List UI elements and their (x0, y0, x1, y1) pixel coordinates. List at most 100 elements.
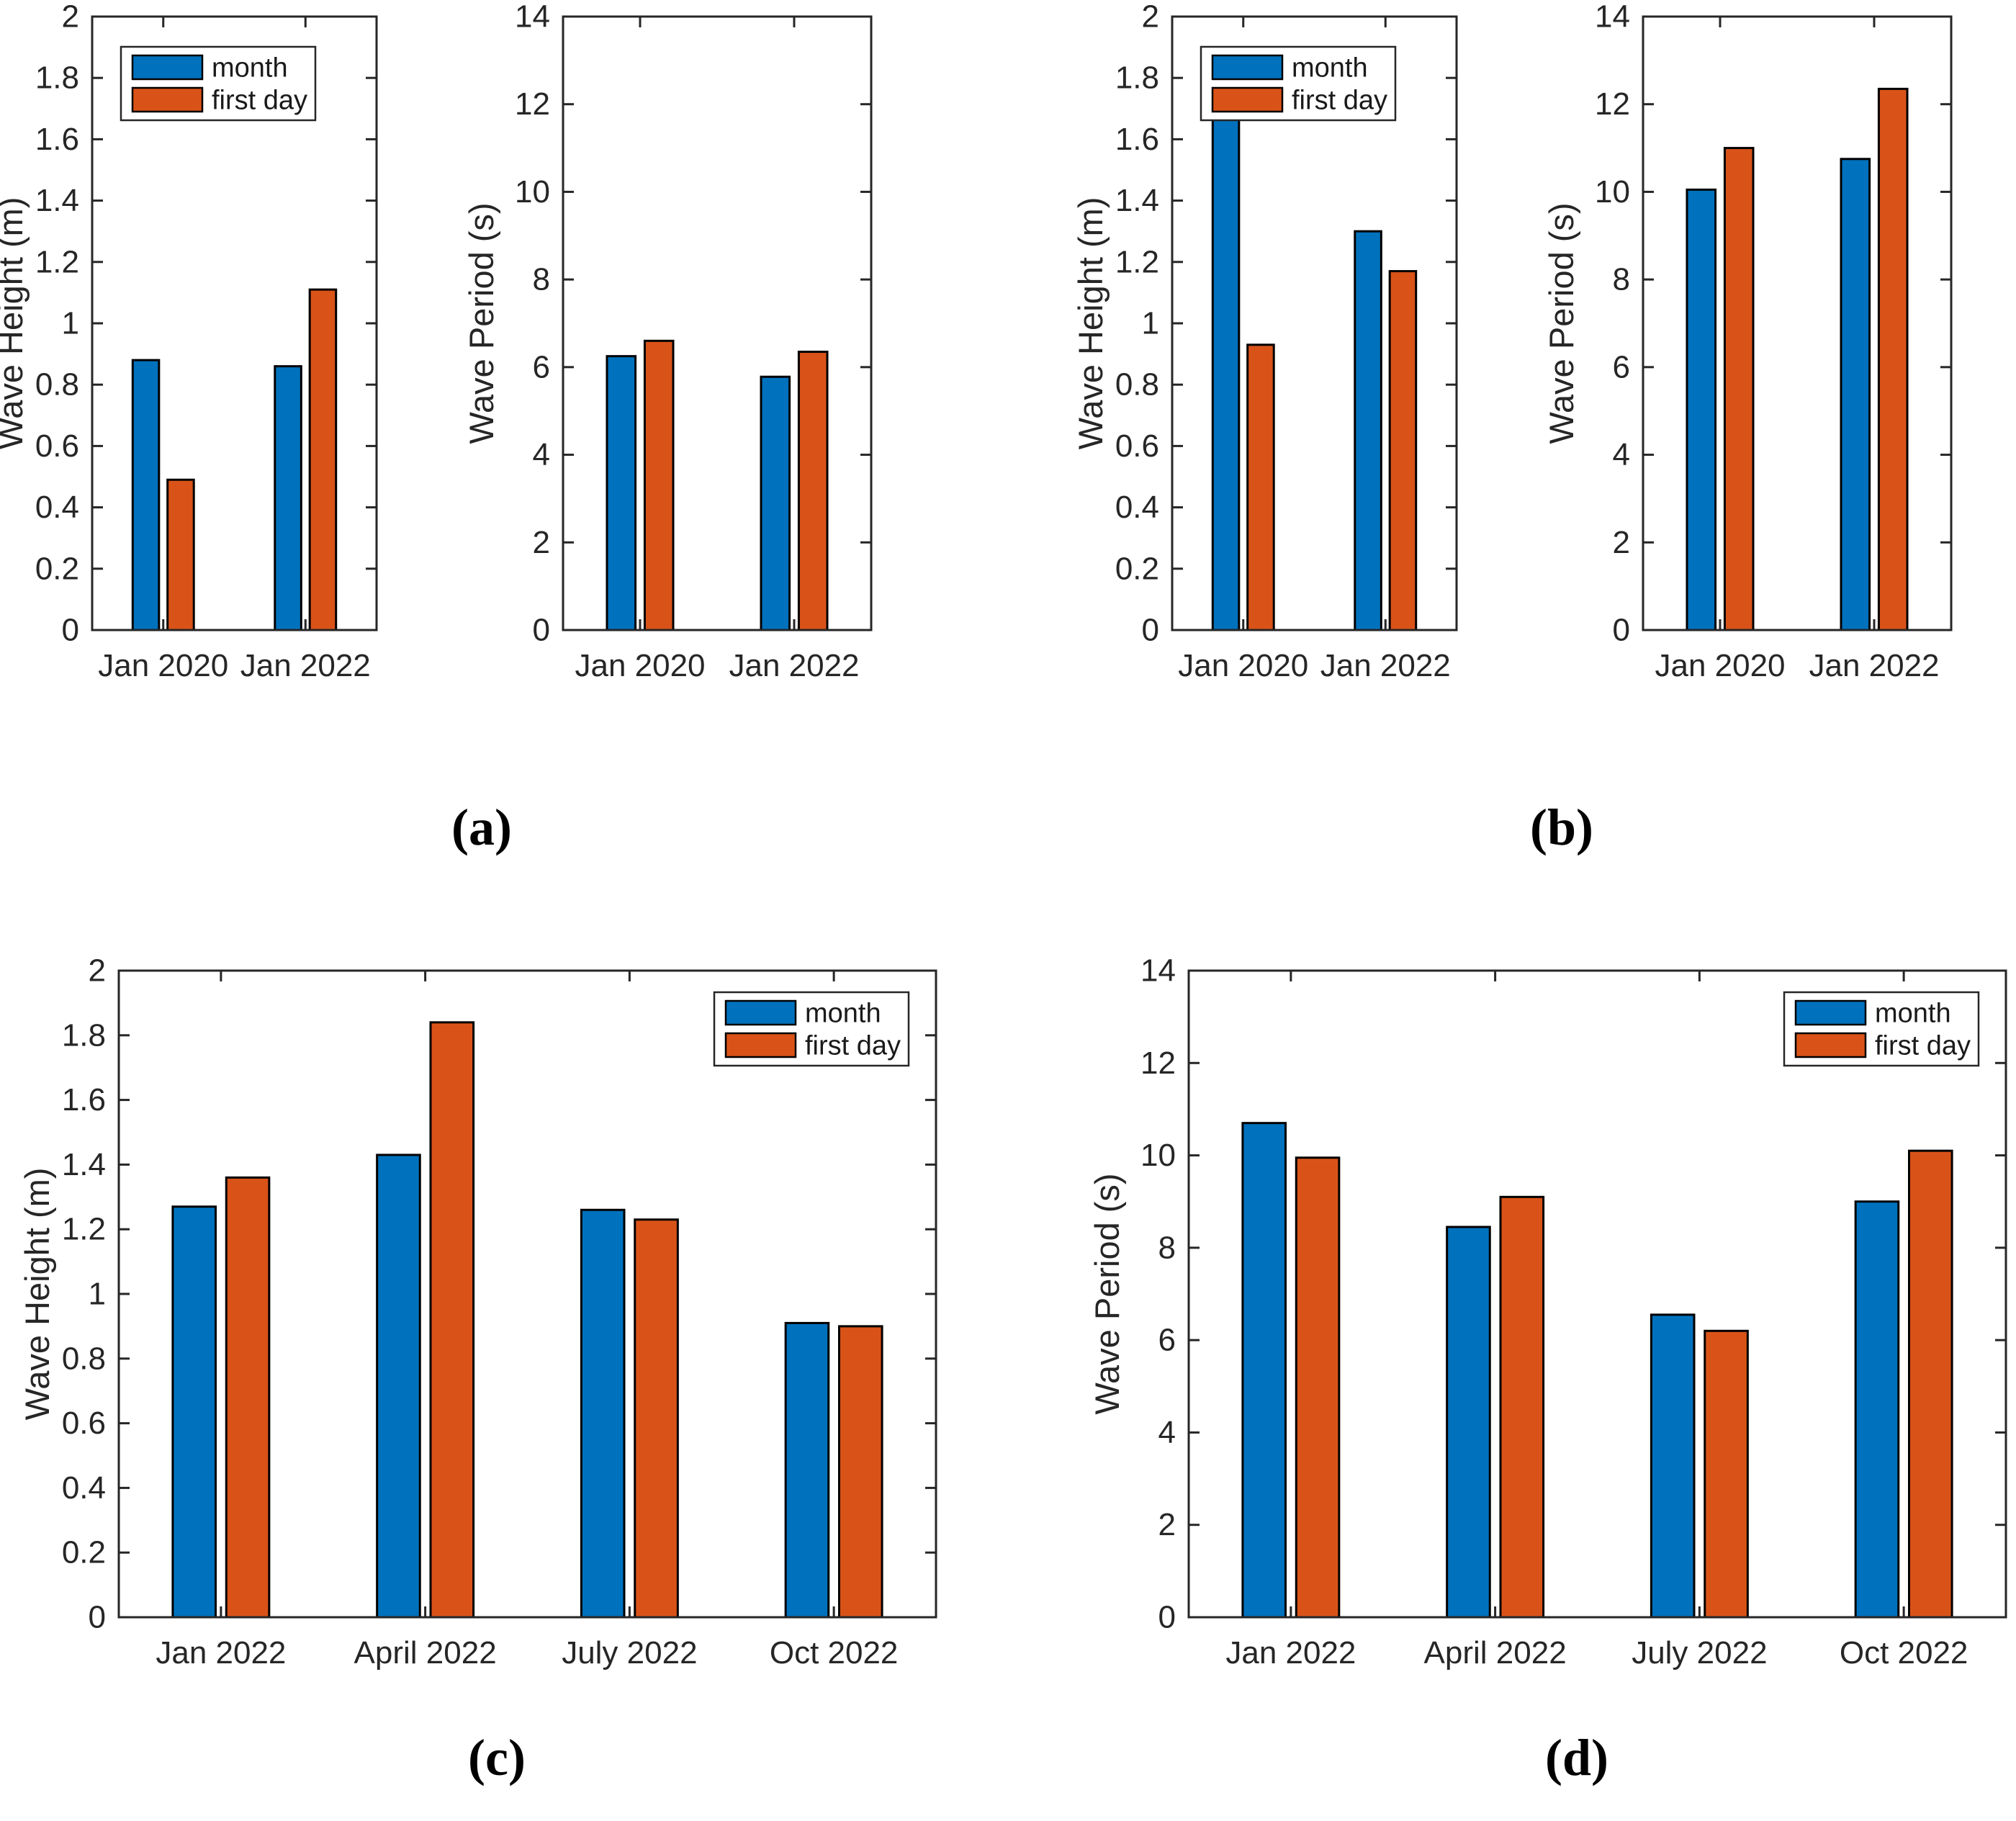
chart-a-wave-height: 0 0.2 0.4 0.6 0.8 1 1.2 1.4 1.6 1.8 2 Jan 2020 Jan 2… (0, 0, 391, 715)
chart-d-wave-period: 0 2 4 6 8 10 12 14 Jan 2022 April 2022 July 2022 Oc… (1081, 953, 2016, 1702)
y-tick-label: 0 (62, 613, 79, 648)
y-tick-label: 6 (1158, 1323, 1176, 1358)
bar-first-day-jan-2020 (166, 478, 195, 631)
y-tick-label: 1.4 (35, 183, 79, 218)
bar-month-jan-2020 (606, 355, 637, 631)
y-axis-label: Wave Period (s) (1542, 202, 1580, 444)
chart-svg-a-wave-period: 0 2 4 6 8 10 12 14 Jan 2020 Jan 2022 Wave Period (… (462, 0, 873, 683)
y-axis-label: Wave Period (s) (1088, 1173, 1126, 1414)
legend-label-month: month (1875, 999, 1951, 1029)
x-tick-label: July 2022 (1632, 1635, 1767, 1671)
y-tick-label: 2 (1613, 525, 1630, 560)
bar-month-jan-2022 (1241, 1122, 1287, 1619)
bar-first-day-jan-2022 (1877, 87, 1909, 631)
chart-svg-a-wave-height: 0 0.2 0.4 0.6 0.8 1 1.2 1.4 1.6 1.8 2 Jan 2020 Jan 2… (0, 0, 378, 683)
legend-label-first-day: first day (212, 86, 307, 116)
y-tick-label: 1.8 (62, 1017, 106, 1053)
x-tick-label: Jan 2022 (1225, 1635, 1356, 1671)
y-tick-label: 2 (62, 5, 79, 35)
y-tick-label: 1 (1142, 306, 1159, 341)
y-tick-label: 0.8 (62, 1341, 106, 1376)
y-tick-label: 0.2 (1115, 551, 1159, 586)
y-tick-label: 0 (533, 613, 550, 648)
y-tick-label: 0.2 (62, 1535, 106, 1570)
chart-svg-b-wave-height: 0 0.2 0.4 0.6 0.8 1 1.2 1.4 1.6 1.8 2 Jan 2020 Jan 2… (1071, 0, 1458, 683)
bar-month-jan-2022 (1840, 158, 1871, 631)
y-tick-label: 0.6 (1115, 428, 1159, 464)
bar-month-jan-2020 (131, 359, 161, 631)
legend-label-month: month (805, 999, 881, 1029)
y-tick-label: 0.4 (62, 1470, 106, 1506)
y-tick-label: 1.6 (35, 122, 79, 157)
bar-month-jan-2022 (274, 365, 302, 631)
y-tick-label: 0 (1142, 613, 1159, 648)
axes-box (1642, 15, 1953, 631)
bar-month-april-2022 (376, 1154, 421, 1619)
axes-box (1187, 969, 2007, 1619)
y-tick-label: 0.2 (35, 551, 79, 586)
y-tick-label: 8 (1613, 262, 1630, 297)
bar-first-day-oct-2022 (838, 1325, 883, 1619)
bar-first-day-jan-2022 (225, 1176, 271, 1619)
y-tick-label: 10 (515, 174, 550, 210)
y-tick-label: 14 (1140, 959, 1176, 989)
chart-c-wave-height: 0 0.2 0.4 0.6 0.8 1 1.2 1.4 1.6 1.8 2 Jan 2022 April… (11, 953, 950, 1702)
y-tick-label: 0.8 (35, 367, 79, 403)
bar-first-day-jan-2020 (643, 339, 675, 631)
caption-c: (c) (468, 1729, 526, 1786)
bar-first-day-april-2022 (1499, 1195, 1545, 1619)
x-tick-label: Jan 2022 (1809, 648, 1939, 683)
bar-month-jan-2022 (1354, 230, 1382, 631)
y-tick-label: 0.8 (1115, 367, 1159, 403)
legend-label-month: month (1292, 53, 1368, 84)
x-tick-label: July 2022 (562, 1635, 697, 1671)
chart-svg-d-wave-period: 0 2 4 6 8 10 12 14 Jan 2022 April 2022 July 2022 Oc… (1088, 953, 2007, 1671)
y-tick-label: 0 (1158, 1600, 1176, 1635)
y-tick-label: 1 (89, 1277, 106, 1312)
y-tick-label: 1.6 (62, 1082, 106, 1118)
y-tick-label: 12 (1595, 86, 1630, 122)
y-tick-label: 4 (1158, 1415, 1176, 1450)
bar-first-day-jan-2020 (1246, 343, 1275, 631)
x-tick-label: Jan 2020 (98, 648, 228, 683)
legend-swatch-month (131, 54, 204, 81)
y-tick-label: 1.2 (62, 1212, 106, 1247)
legend-label-first-day: first day (805, 1031, 901, 1061)
y-tick-label: 0.4 (1115, 490, 1159, 525)
x-tick-label: Jan 2020 (1178, 648, 1308, 683)
y-tick-label: 4 (1613, 437, 1630, 472)
x-tick-label: Oct 2022 (1840, 1635, 1968, 1671)
chart-svg-c-wave-height: 0 0.2 0.4 0.6 0.8 1 1.2 1.4 1.6 1.8 2 Jan 2022 April… (18, 953, 937, 1671)
legend-swatch-month (724, 999, 797, 1026)
legend-swatch-first-day (724, 1032, 797, 1058)
axes-box (562, 15, 873, 631)
x-tick-label: Jan 2022 (156, 1635, 286, 1671)
y-axis-label: Wave Height (m) (1071, 197, 1110, 450)
y-tick-label: 1.4 (62, 1147, 106, 1182)
chart-b-wave-period: 0 2 4 6 8 10 12 14 Jan 2020 Jan 2022 Wave Period (… (1535, 0, 1966, 715)
bar-first-day-jan-2022 (1295, 1156, 1341, 1619)
y-tick-label: 1.2 (35, 244, 79, 279)
y-tick-label: 4 (533, 437, 550, 472)
y-tick-label: 10 (1595, 174, 1630, 210)
y-tick-label: 12 (1140, 1046, 1176, 1081)
y-tick-label: 6 (1613, 349, 1630, 385)
x-tick-label: Jan 2022 (729, 648, 859, 683)
y-tick-label: 14 (1595, 5, 1630, 35)
bar-month-jan-2020 (1211, 117, 1241, 631)
bar-first-day-april-2022 (429, 1021, 475, 1619)
y-tick-label: 6 (533, 349, 550, 385)
bar-month-july-2022 (580, 1208, 626, 1619)
legend-swatch-first-day (1794, 1032, 1867, 1058)
y-tick-label: 10 (1140, 1138, 1176, 1173)
bar-month-oct-2022 (784, 1321, 830, 1619)
y-tick-label: 1.2 (1115, 244, 1159, 279)
legend-swatch-month (1794, 999, 1867, 1026)
y-tick-label: 1.8 (35, 60, 79, 96)
y-axis-label: Wave Period (s) (462, 202, 500, 444)
legend-label-first-day: first day (1292, 86, 1387, 116)
bar-first-day-jan-2020 (1723, 147, 1755, 631)
bar-month-oct-2022 (1854, 1200, 1900, 1619)
x-tick-label: Jan 2020 (575, 648, 705, 683)
